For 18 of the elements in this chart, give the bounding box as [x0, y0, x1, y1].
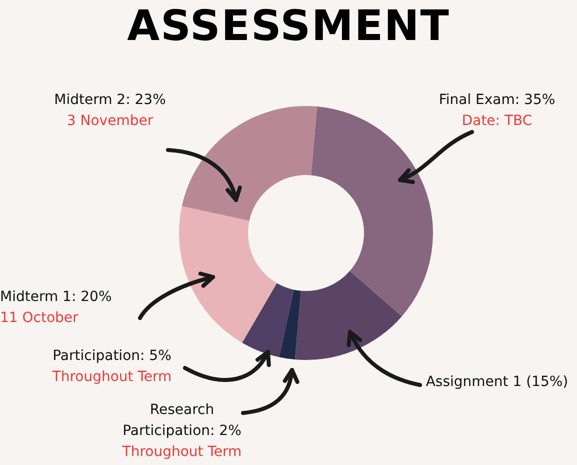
text: Throughout Term: [122, 444, 242, 460]
slice-label: Assignment 1 (15%): [426, 374, 568, 390]
donut-slice: [179, 206, 277, 343]
text: 3 November: [66, 113, 154, 129]
slice-label: Participation: 5%: [52, 348, 172, 364]
slice-label: Midterm 1: 20%: [0, 289, 112, 305]
chart-title: ASSESSMENT: [126, 0, 451, 52]
text: Throughout Term: [52, 369, 172, 385]
slice-label: Research Participation: 2%: [122, 402, 242, 439]
text: Date: TBC: [462, 113, 532, 129]
text: 11 October: [0, 310, 78, 326]
slice-label: Midterm 2: 23%: [54, 92, 166, 108]
donut-slice: [242, 283, 294, 358]
slice-label: Final Exam: 35%: [438, 92, 556, 108]
donut-slice: [182, 106, 318, 221]
donut-slice: [294, 271, 402, 360]
donut-slice: [279, 290, 301, 360]
donut-slice: [311, 106, 433, 316]
